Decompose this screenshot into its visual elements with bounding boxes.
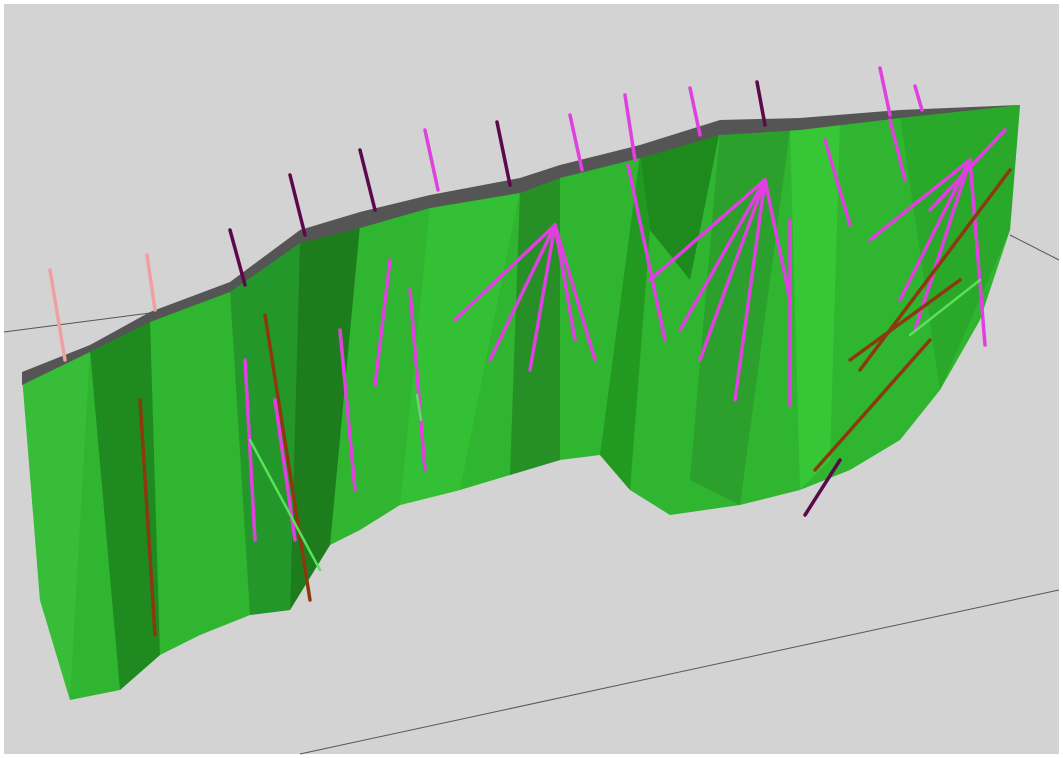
drillhole (553, 223, 597, 362)
drillhole (803, 458, 842, 517)
facet (400, 190, 520, 505)
drillhole (648, 178, 767, 282)
drillhole (495, 120, 512, 187)
facet (22, 350, 90, 700)
drillhole (263, 313, 312, 602)
drillhole (553, 223, 577, 342)
drillhole (678, 178, 767, 332)
drillhole (373, 258, 392, 387)
drillhole (626, 163, 667, 342)
drillhole (48, 268, 67, 362)
drillhole (228, 228, 247, 287)
drillhole (138, 398, 157, 637)
facet (790, 125, 840, 490)
facet (640, 130, 720, 280)
drillhole (913, 158, 972, 332)
drillhole (913, 84, 924, 112)
drillhole (868, 158, 972, 242)
facet (600, 155, 650, 490)
drillhole (848, 278, 962, 362)
drillhole (338, 328, 357, 492)
drillhole (755, 80, 767, 127)
drillhole (908, 278, 982, 337)
drillhole (623, 93, 637, 162)
drillhole (453, 223, 557, 322)
facet (230, 240, 300, 615)
drillhole (568, 113, 584, 172)
drillhole (823, 138, 852, 227)
drillhole (243, 358, 257, 542)
drillhole (698, 178, 767, 362)
drillhole (358, 148, 377, 212)
drillhole (423, 128, 440, 192)
drillhole (145, 253, 157, 312)
plane-edge (1009, 234, 1060, 261)
drillhole (488, 223, 557, 362)
drillhole (898, 158, 972, 302)
drillhole (968, 158, 987, 347)
drillhole (878, 66, 892, 117)
facet (510, 175, 560, 475)
plane-edge (299, 589, 1060, 755)
drillhole (288, 173, 307, 237)
drillhole (528, 223, 557, 372)
drillhole (813, 338, 932, 472)
drillhole (688, 86, 702, 137)
drillhole (248, 438, 322, 572)
drillhole (763, 178, 792, 302)
drillhole (928, 128, 1007, 212)
drillhole (408, 288, 427, 472)
drillholes (48, 66, 1012, 637)
drillhole (733, 178, 767, 402)
drillhole (415, 393, 423, 422)
drillhole (888, 118, 907, 182)
facet (290, 225, 360, 610)
